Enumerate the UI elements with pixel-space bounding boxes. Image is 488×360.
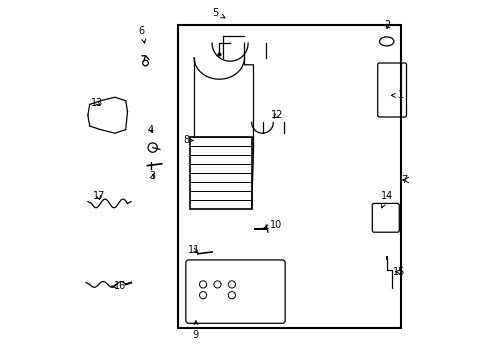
Text: 5: 5: [212, 8, 224, 18]
Text: 11: 11: [187, 245, 200, 255]
Text: 16: 16: [111, 281, 126, 291]
Text: 1: 1: [390, 90, 404, 100]
Text: 6: 6: [139, 26, 145, 43]
Text: 2: 2: [384, 20, 390, 30]
Text: 8: 8: [183, 135, 193, 145]
Bar: [178, 25, 400, 328]
Text: 13: 13: [91, 98, 103, 108]
Text: 9: 9: [192, 321, 199, 340]
Text: 10: 10: [264, 220, 282, 230]
Text: 17: 17: [92, 191, 104, 201]
Text: 7: 7: [401, 175, 407, 185]
Text: 4: 4: [147, 125, 154, 135]
Text: 14: 14: [380, 191, 392, 208]
Bar: [190, 137, 251, 209]
Text: 12: 12: [270, 110, 283, 120]
Text: 3: 3: [149, 171, 156, 181]
Text: 15: 15: [392, 267, 405, 277]
